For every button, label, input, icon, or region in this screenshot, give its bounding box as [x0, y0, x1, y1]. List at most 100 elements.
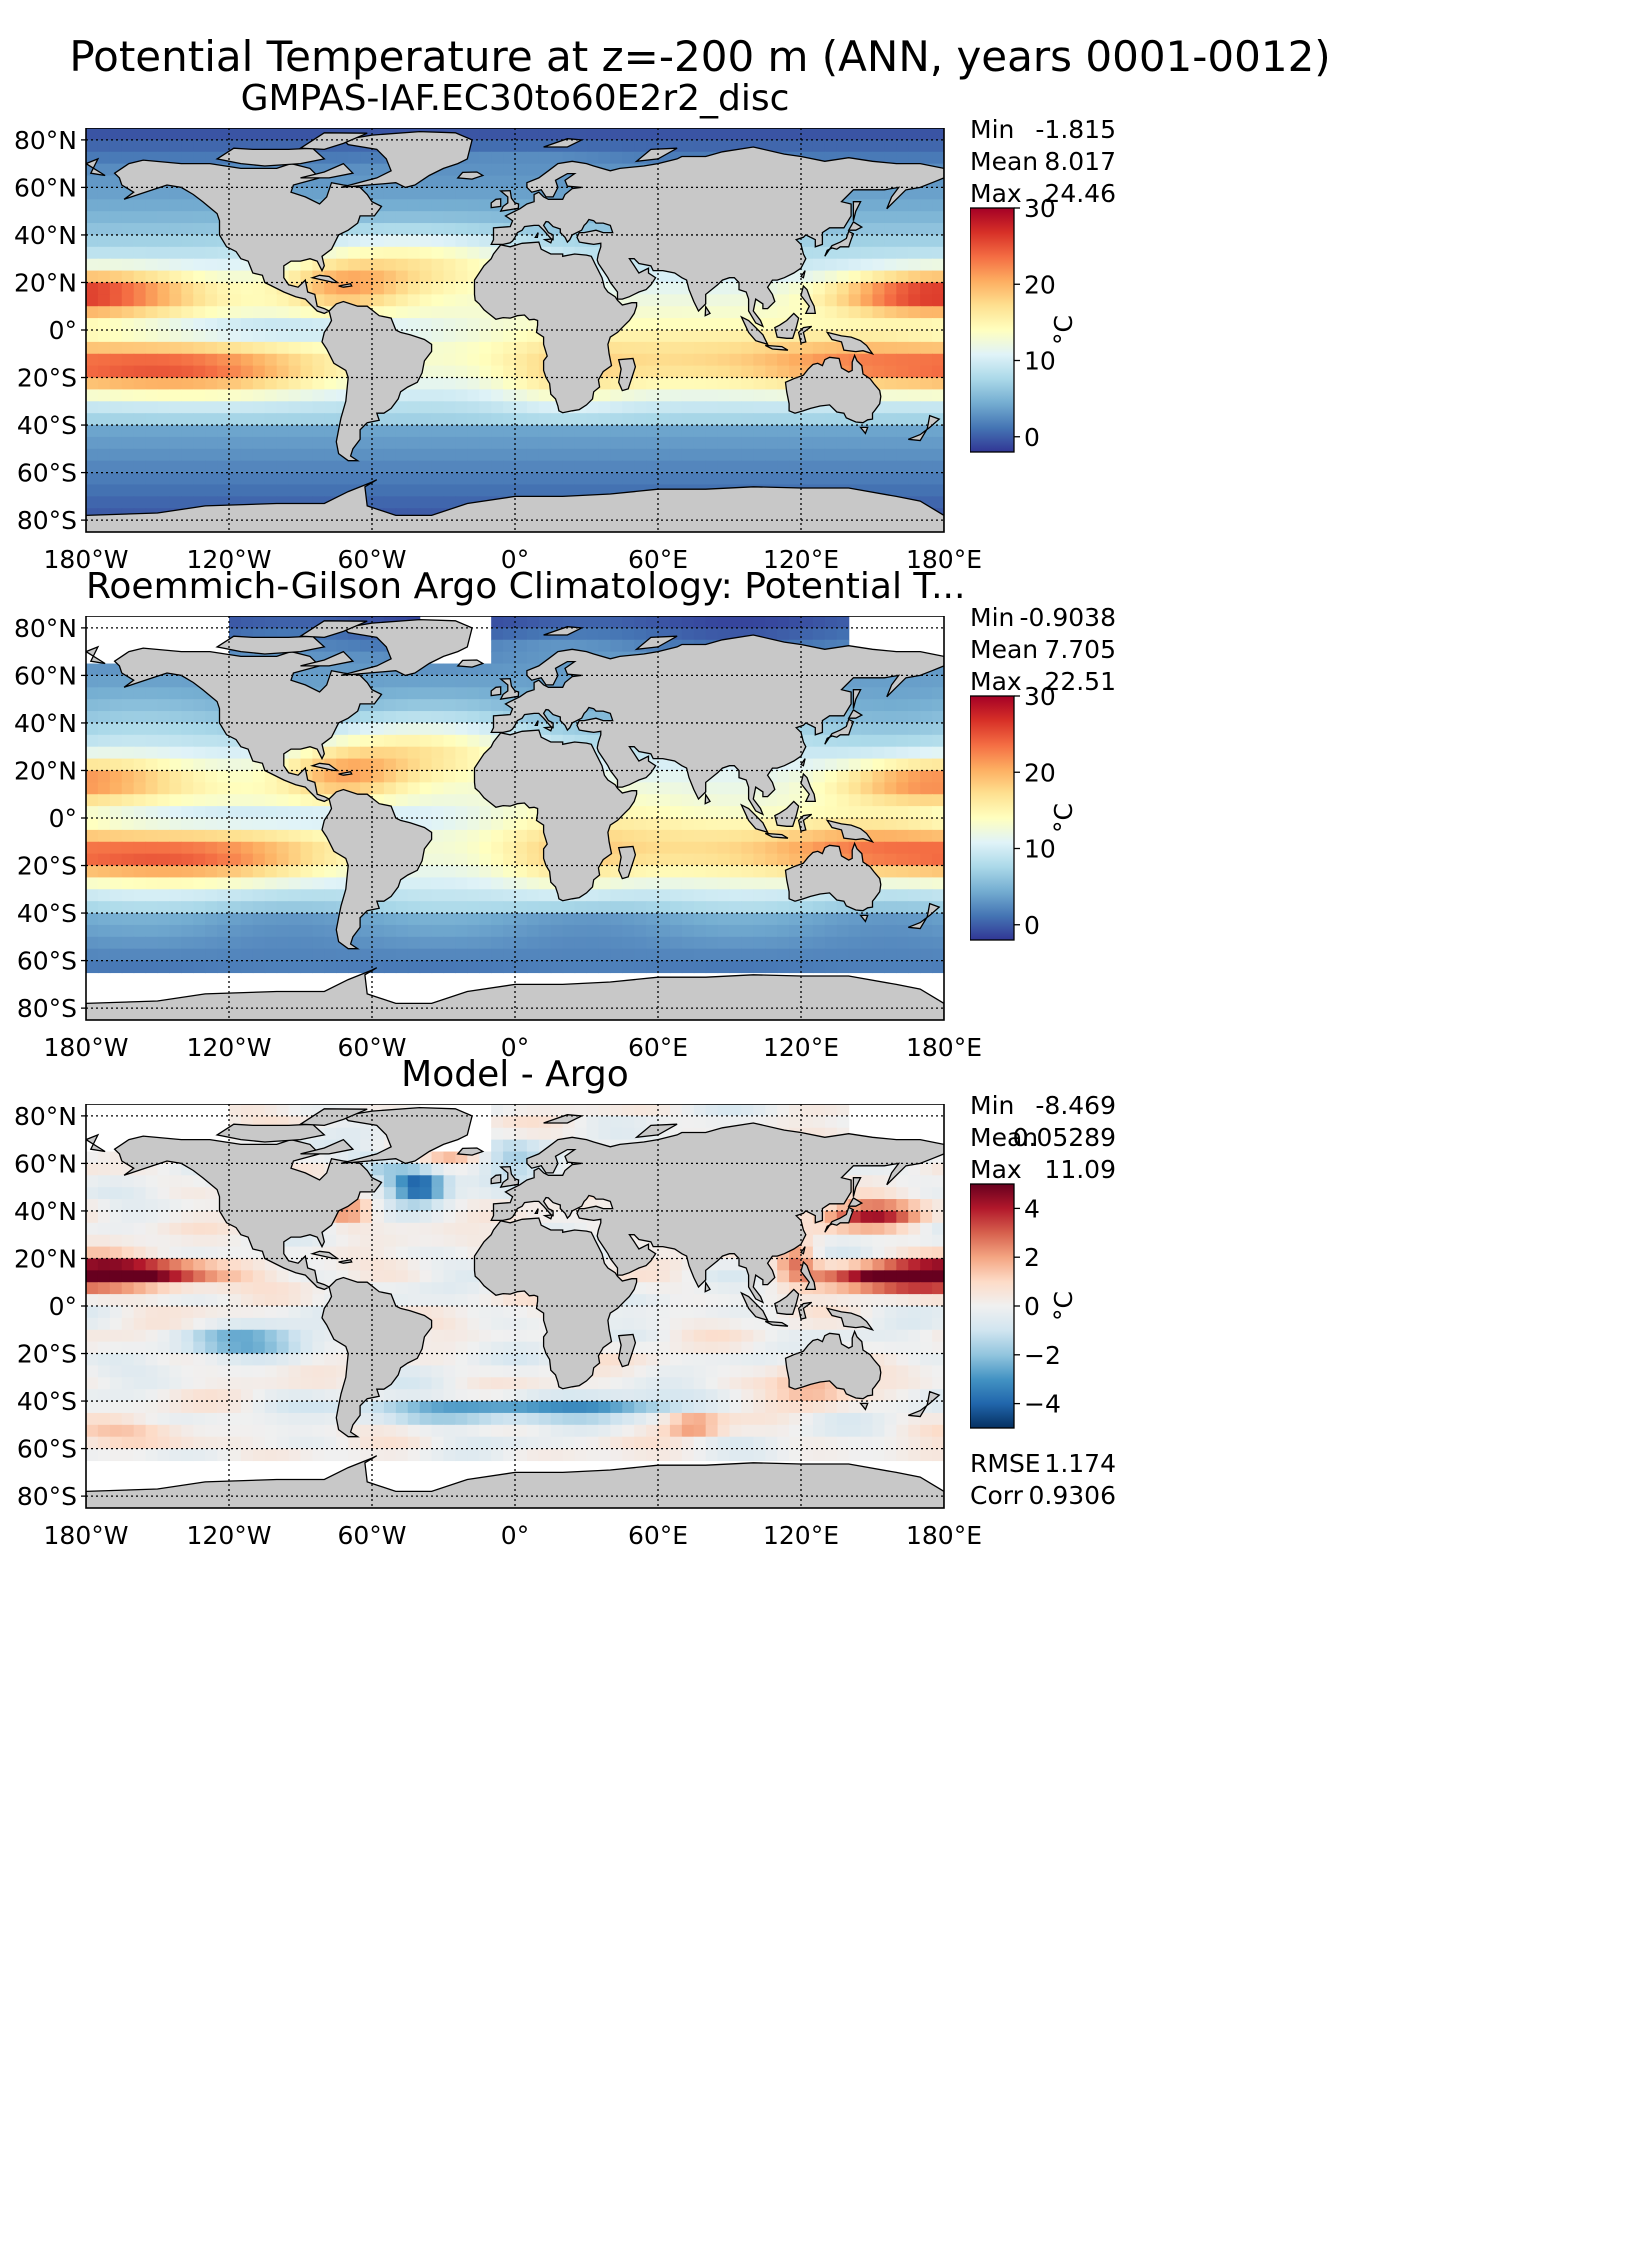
stat-value: -8.469	[1035, 1091, 1116, 1120]
land-polygon	[215, 147, 326, 167]
land-polygon	[542, 238, 554, 244]
map-plot: 180°W 120°W 60°W 0° 60°E 120°E 180°E 80°N 60°N 40…	[14, 1104, 982, 1550]
stat-label: Max	[970, 1155, 1022, 1184]
land-polygon	[340, 618, 473, 677]
x-tick-label: 180°E	[906, 1033, 982, 1062]
land-polygon	[800, 1246, 806, 1255]
x-tick-label: 120°W	[187, 545, 272, 574]
stat-label: RMSE	[970, 1449, 1041, 1478]
stats-block: Min -8.469 Mean 0.05289 Max 11.09	[970, 1090, 1116, 1186]
land-polygon	[309, 762, 340, 772]
land-polygon	[704, 1280, 711, 1293]
land-polygon	[824, 230, 855, 257]
y-tick-label: 60°N	[14, 173, 77, 202]
stat-value: 0.05289	[1012, 1123, 1116, 1152]
land-polygon	[298, 1108, 368, 1127]
stat-value: -0.9038	[1019, 603, 1117, 632]
y-tick-label: 0°	[49, 804, 77, 833]
land-polygon	[542, 726, 554, 732]
land-polygon	[86, 157, 106, 177]
y-tick-label: 80°N	[14, 616, 77, 643]
y-tick-label: 40°N	[14, 221, 77, 250]
x-tick-label: 60°E	[628, 545, 688, 574]
y-tick-label: 60°S	[17, 1435, 77, 1464]
x-tick-label: 120°E	[763, 1033, 839, 1062]
land-polygon	[617, 1333, 637, 1368]
colorbar-tick-label: 30	[1024, 198, 1056, 223]
y-tick-label: 40°S	[17, 899, 77, 928]
x-tick-label: 120°E	[763, 1521, 839, 1550]
stat-value: 7.705	[1044, 635, 1116, 664]
x-tick-label: 180°W	[44, 545, 129, 574]
x-tick-label: 0°	[501, 1033, 529, 1062]
land-polygon	[456, 1147, 485, 1156]
land-polygon	[113, 1135, 383, 1291]
land-polygon	[800, 284, 817, 315]
colorbar-tick-label: −2	[1024, 1341, 1061, 1370]
graticule	[86, 1104, 944, 1508]
land-polygon	[774, 800, 800, 827]
panel-title: GMPAS-IAF.EC30to60E2r2_disc	[240, 78, 790, 119]
field-raster	[86, 1104, 944, 1508]
x-tick-label: 120°W	[187, 1033, 272, 1062]
land-polygon	[825, 819, 875, 844]
stat-value: 8.017	[1044, 147, 1116, 176]
land-polygon	[740, 803, 769, 834]
land-polygon	[456, 659, 485, 668]
land-polygon	[908, 1390, 941, 1418]
y-tick-label: 20°N	[14, 756, 77, 785]
y-tick-label: 20°S	[17, 364, 77, 393]
colorbar-label: °C	[1049, 1291, 1078, 1321]
colorbar-tick-label: 20	[1024, 270, 1056, 299]
stat-label: Mean	[970, 147, 1039, 176]
land-polygon	[825, 331, 875, 356]
land-polygon	[852, 201, 862, 221]
colorbar-tick-label: 0	[1024, 423, 1040, 452]
land-polygon	[765, 344, 789, 351]
y-tick-label: 40°S	[17, 411, 77, 440]
land-polygon	[852, 689, 862, 709]
land-polygon	[113, 647, 383, 803]
land-polygon	[800, 270, 806, 279]
colorbar-tick-label: 10	[1024, 835, 1056, 864]
stat-label: Mean	[970, 1123, 1039, 1152]
x-tick-label: 120°E	[763, 545, 839, 574]
land-polygon	[490, 146, 944, 328]
y-tick-label: 40°S	[17, 1387, 77, 1416]
stat-label: Max	[970, 667, 1022, 696]
graticule	[86, 616, 944, 1020]
land-polygon	[86, 967, 944, 1020]
colorbar-label: °C	[1049, 315, 1078, 345]
colorbar-tick-label: 2	[1024, 1243, 1040, 1272]
y-tick-label: 80°S	[17, 506, 77, 535]
land-polygon	[800, 1260, 817, 1291]
stat-value: -1.815	[1035, 115, 1116, 144]
land-polygon	[704, 792, 711, 805]
land-polygon	[309, 1250, 340, 1260]
x-tick-label: 0°	[501, 1521, 529, 1550]
land-polygon	[740, 315, 769, 346]
land-polygon	[765, 832, 789, 839]
stats-block: Min -0.9038 Mean 7.705 Max 22.51	[970, 602, 1116, 698]
land-polygon	[859, 426, 869, 435]
y-tick-label: 80°N	[14, 128, 77, 155]
land-polygon	[847, 1196, 864, 1207]
land-polygon	[298, 620, 368, 639]
land-polygon	[340, 1106, 473, 1165]
land-polygon	[456, 171, 485, 180]
land-polygon	[298, 132, 368, 151]
stat-value: 0.9306	[1028, 1481, 1116, 1510]
land-polygon	[784, 1329, 882, 1400]
x-tick-label: 180°W	[44, 1521, 129, 1550]
land-polygon	[86, 1455, 944, 1508]
stat-value: 11.09	[1044, 1155, 1116, 1184]
land-polygon	[338, 282, 353, 288]
land-polygon	[824, 1206, 855, 1233]
y-tick-label: 60°N	[14, 661, 77, 690]
y-tick-label: 20°S	[17, 1340, 77, 1369]
y-tick-label: 20°N	[14, 268, 77, 297]
stat-label: Min	[970, 115, 1015, 144]
land-polygon	[617, 357, 637, 392]
land-polygon	[774, 1288, 800, 1315]
colorbar-tick-label: 30	[1024, 686, 1056, 711]
